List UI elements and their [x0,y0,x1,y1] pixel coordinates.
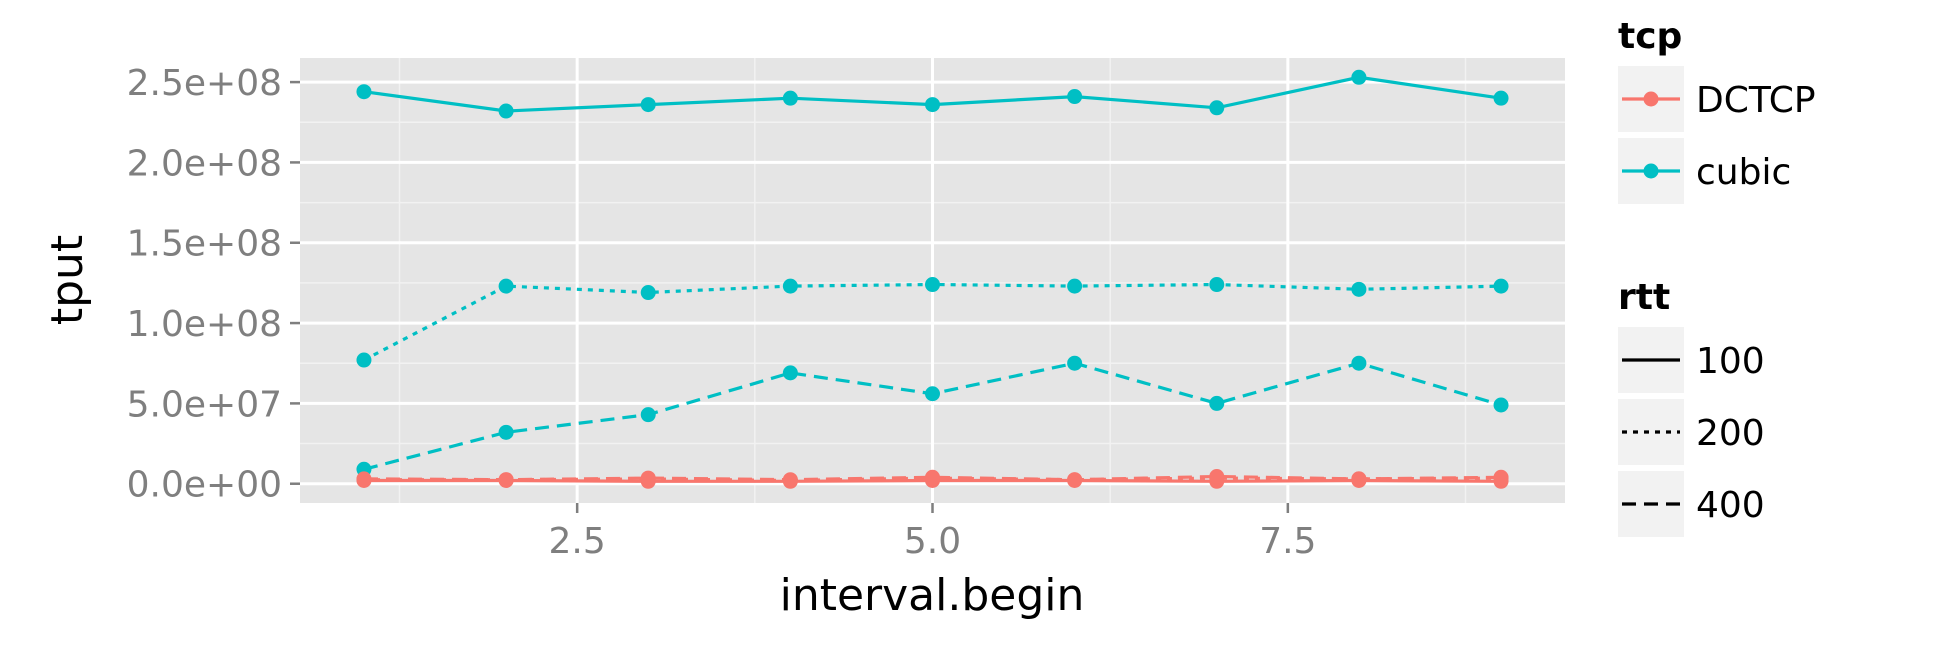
data-point-dctcp-400 [925,469,940,485]
data-point-dctcp-400 [1493,469,1509,485]
y-tick-label: 1.5e+08 [127,224,282,265]
legend-title: tcp [1618,16,1682,57]
data-point-cubic-100 [640,97,656,113]
x-axis-title: interval.begin [780,570,1085,621]
series-layer [356,69,1509,489]
legend-key-point [1643,163,1659,179]
data-point-cubic-400 [925,386,940,402]
data-point-cubic-200 [498,278,514,294]
data-point-dctcp-400 [356,471,372,487]
data-point-dctcp-400 [782,472,798,488]
data-point-dctcp-400 [1067,472,1083,488]
data-point-cubic-100 [925,97,940,113]
y-tick-label: 2.5e+08 [127,63,282,104]
data-point-cubic-400 [1493,397,1509,413]
legend: tcp DCTCP cubic rtt 100 200 400 [1618,16,1816,537]
data-point-cubic-400 [1209,395,1225,411]
data-point-cubic-200 [782,278,798,294]
data-point-cubic-100 [498,103,514,119]
data-point-cubic-200 [925,277,940,293]
legend-label: DCTCP [1696,80,1816,121]
data-point-cubic-400 [640,407,656,423]
legend-title: rtt [1618,277,1670,318]
legend-label: 100 [1696,341,1765,382]
data-point-cubic-200 [640,285,656,301]
data-point-cubic-100 [782,90,798,106]
y-tick-label: 1.0e+08 [127,304,282,345]
data-point-dctcp-400 [1209,468,1225,484]
data-point-dctcp-400 [640,470,656,486]
data-point-cubic-100 [1493,90,1509,106]
data-point-cubic-200 [1493,278,1509,294]
legend-label: 400 [1696,485,1765,526]
data-point-dctcp-400 [498,472,514,488]
data-point-cubic-400 [1067,355,1083,371]
data-point-cubic-200 [356,352,372,368]
legend-tcp: tcp DCTCP cubic [1618,16,1816,204]
legend-rtt: rtt 100 200 400 [1618,277,1765,537]
legend-label: cubic [1696,152,1791,193]
y-tick-label: 2.0e+08 [127,143,282,184]
x-tick-label: 7.5 [1259,521,1316,562]
data-point-cubic-100 [1209,100,1225,116]
series-line-dctcp-400 [363,474,1502,482]
legend-label: 200 [1696,413,1765,454]
data-point-cubic-200 [1209,277,1225,293]
x-tick-label: 5.0 [904,521,961,562]
legend-key [1618,399,1684,465]
y-tick-label: 5.0e+07 [127,384,282,425]
axis-layer: 0.0e+00 5.0e+07 1.0e+08 1.5e+08 2.0e+08 2.5e+… [127,63,1317,562]
data-point-cubic-200 [1351,281,1367,297]
y-tick-label: 0.0e+00 [127,465,282,506]
legend-key-point [1643,91,1659,107]
x-tick-label: 2.5 [549,521,606,562]
data-point-cubic-400 [1351,355,1367,371]
data-point-cubic-400 [782,365,798,381]
data-point-dctcp-400 [1351,471,1367,487]
data-point-cubic-100 [356,84,372,100]
y-axis-title: tput [42,235,93,325]
data-point-cubic-400 [498,424,514,440]
data-point-cubic-200 [1067,278,1083,294]
data-point-cubic-100 [1351,69,1367,85]
data-point-cubic-100 [1067,89,1083,105]
